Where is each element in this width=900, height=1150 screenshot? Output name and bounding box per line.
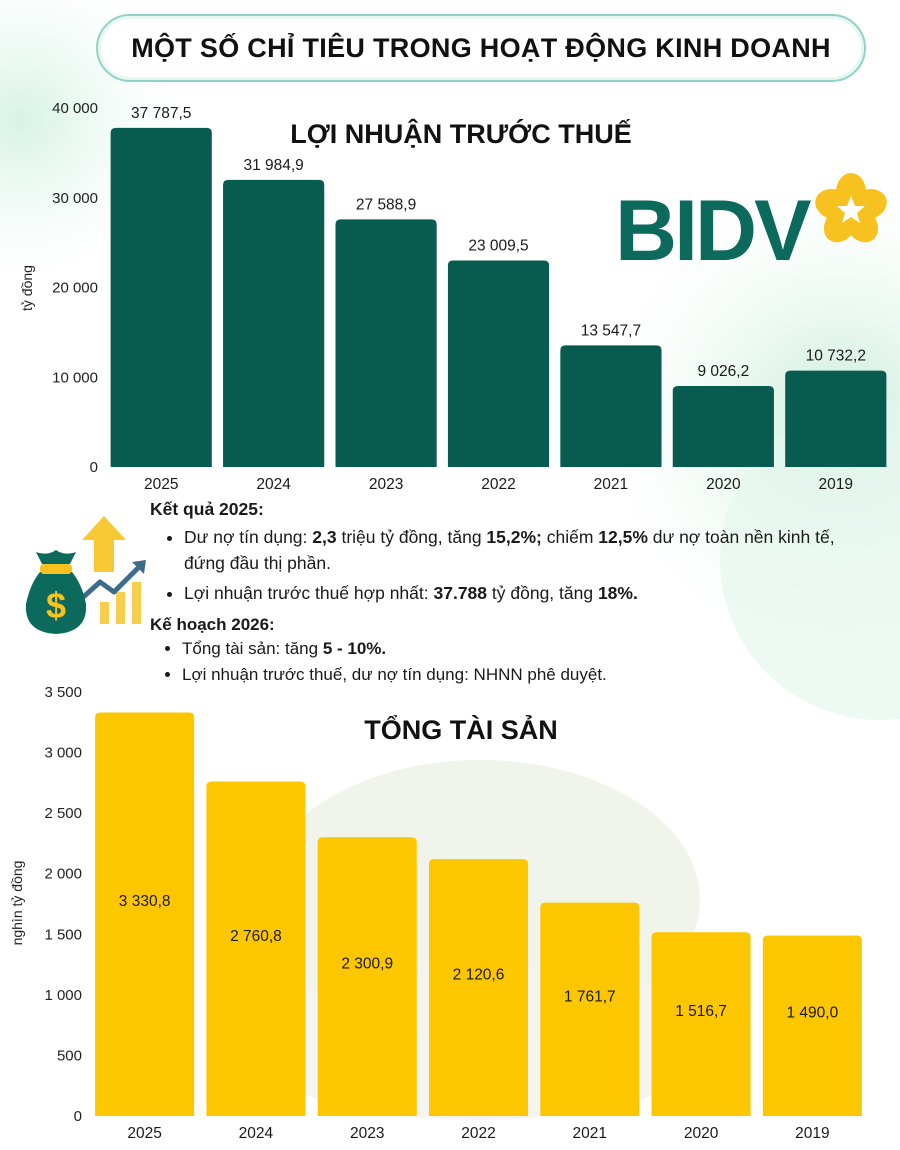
page-title-banner: MỘT SỐ CHỈ TIÊU TRONG HOẠT ĐỘNG KINH DOA… — [96, 14, 866, 82]
profit-category-label: 2025 — [144, 476, 178, 493]
assets-ytick-label: 1 000 — [44, 987, 82, 1004]
results-heading: Kết quả 2025: — [150, 499, 264, 519]
profit-category-label: 2024 — [256, 476, 291, 493]
profit-bar — [447, 260, 550, 467]
assets-value-label: 2 300,9 — [341, 956, 393, 973]
up-arrow-icon — [82, 516, 126, 572]
assets-bar — [762, 935, 862, 1116]
profit-bar — [672, 385, 774, 467]
profit-bar — [110, 127, 212, 468]
results-item2-t1: Lợi nhuận trước thuế hợp nhất: — [184, 583, 434, 603]
profit-category-label: 2019 — [819, 476, 853, 493]
plan-item2-t1: Lợi nhuận trước thuế, dư nợ tín dụng: NH… — [182, 665, 607, 684]
assets-category-label: 2025 — [127, 1125, 161, 1142]
plan-item1-b1: 5 - 10%. — [322, 639, 387, 658]
growth-chart-icon — [78, 560, 146, 602]
profit-ytick-label: 30 000 — [52, 190, 98, 207]
profit-category-label: 2020 — [706, 476, 741, 493]
money-bag-icon: $ — [25, 516, 146, 634]
profit-value-label: 13 547,7 — [581, 322, 641, 339]
results-item1-b1: 2,3 — [312, 527, 337, 547]
profit-value-label: 27 588,9 — [356, 196, 416, 213]
results-item1-b3: 12,5% — [598, 527, 648, 547]
assets-ytick-label: 3 500 — [44, 684, 82, 701]
assets-value-label: 1 516,7 — [675, 1003, 727, 1020]
assets-category-label: 2023 — [350, 1125, 384, 1142]
assets-chart: 0 500 1 000 1 500 2 000 2 500 3 000 3 500 3 330,… — [44, 684, 862, 1142]
profit-value-label: 10 732,2 — [806, 348, 866, 365]
results-list: Dư nợ tín dụng: 2,3 triệu tỷ đồng, tăng … — [150, 524, 880, 606]
results-item1-t4: dư nợ toàn nền kinh tế, đứng đầu thị phầ… — [184, 527, 835, 573]
list-item: Lợi nhuận trước thuế hợp nhất: 37.788 tỷ… — [184, 580, 880, 606]
assets-bar — [540, 902, 640, 1116]
plan-list: Tổng tài sản: tăng 5 - 10%. Lợi nhuận tr… — [150, 637, 850, 687]
assets-value-label: 2 760,8 — [230, 928, 282, 945]
assets-bar — [317, 837, 417, 1116]
assets-ytick-label: 3 000 — [44, 745, 82, 762]
profit-ytick-label: 40 000 — [52, 100, 98, 117]
assets-bar — [428, 859, 529, 1116]
results-2025: Kết quả 2025: Dư nợ tín dụng: 2,3 triệu … — [150, 496, 880, 610]
growth-bars-icon — [100, 582, 141, 624]
assets-value-label: 1 761,7 — [564, 988, 616, 1005]
plan-item1-t1: Tổng tài sản: tăng — [182, 639, 323, 658]
profit-category-label: 2022 — [481, 476, 515, 493]
profit-ytick-label: 20 000 — [52, 280, 98, 297]
assets-bar — [95, 712, 195, 1116]
bidv-logo-text: BIDV — [615, 183, 811, 270]
assets-ytick-label: 500 — [57, 1047, 82, 1064]
profit-chart-ylabel: tỷ đồng — [19, 265, 35, 311]
assets-ytick-label: 0 — [74, 1108, 82, 1125]
assets-value-label: 1 490,0 — [786, 1005, 838, 1022]
assets-bar — [206, 781, 306, 1116]
assets-category-label: 2024 — [239, 1125, 274, 1142]
assets-ytick-label: 2 500 — [44, 805, 82, 822]
results-item2-t2: tỷ đồng, tăng — [487, 583, 598, 603]
assets-category-label: 2020 — [684, 1125, 719, 1142]
assets-category-label: 2021 — [573, 1125, 607, 1142]
profit-value-label: 31 984,9 — [243, 157, 303, 174]
assets-category-label: 2019 — [795, 1125, 829, 1142]
profit-ytick-label: 10 000 — [52, 369, 98, 386]
profit-category-label: 2023 — [369, 476, 403, 493]
results-item1-t3: chiếm — [541, 527, 599, 547]
assets-value-label: 2 120,6 — [453, 967, 505, 984]
results-item1-b2: 15,2%; — [486, 527, 542, 547]
page-title: MỘT SỐ CHỈ TIÊU TRONG HOẠT ĐỘNG KINH DOA… — [131, 32, 831, 63]
assets-ytick-label: 2 000 — [44, 866, 82, 883]
plan-2026: Kế hoạch 2026: Tổng tài sản: tăng 5 - 10… — [150, 613, 850, 689]
results-item1-t2: triệu tỷ đồng, tăng — [336, 527, 487, 547]
profit-value-label: 23 009,5 — [468, 237, 528, 254]
profit-bar — [785, 370, 887, 467]
list-item: Dư nợ tín dụng: 2,3 triệu tỷ đồng, tăng … — [184, 524, 880, 576]
profit-chart-title: LỢI NHUẬN TRƯỚC THUẾ — [290, 118, 631, 149]
profit-bar — [560, 345, 662, 467]
assets-value-label: 3 330,8 — [119, 893, 171, 910]
assets-ytick-label: 1 500 — [44, 926, 82, 943]
list-item: Tổng tài sản: tăng 5 - 10%. — [182, 637, 850, 661]
profit-chart: 0 10 000 20 000 30 000 40 000 37 787,5 2025 31 … — [52, 100, 887, 493]
assets-bar — [651, 932, 751, 1116]
results-item2-b2: 18%. — [597, 583, 638, 603]
assets-chart-title: TỔNG TÀI SẢN — [364, 713, 558, 745]
list-item: Lợi nhuận trước thuế, dư nợ tín dụng: NH… — [182, 663, 850, 687]
profit-ytick-label: 0 — [90, 459, 98, 476]
profit-category-label: 2021 — [594, 476, 628, 493]
profit-bar — [335, 219, 437, 467]
bidv-flower-icon — [815, 173, 887, 243]
profit-bar — [223, 179, 325, 467]
plan-heading: Kế hoạch 2026: — [150, 615, 275, 634]
profit-value-label: 37 787,5 — [131, 105, 191, 122]
results-item1-t1: Dư nợ tín dụng: — [184, 527, 313, 547]
profit-value-label: 9 026,2 — [697, 363, 749, 380]
svg-text:$: $ — [46, 585, 66, 626]
bidv-logo: BIDV — [615, 173, 887, 270]
assets-category-label: 2022 — [461, 1125, 495, 1142]
results-item2-b1: 37.788 — [433, 583, 488, 603]
assets-chart-ylabel: nghìn tỷ đồng — [9, 861, 25, 946]
